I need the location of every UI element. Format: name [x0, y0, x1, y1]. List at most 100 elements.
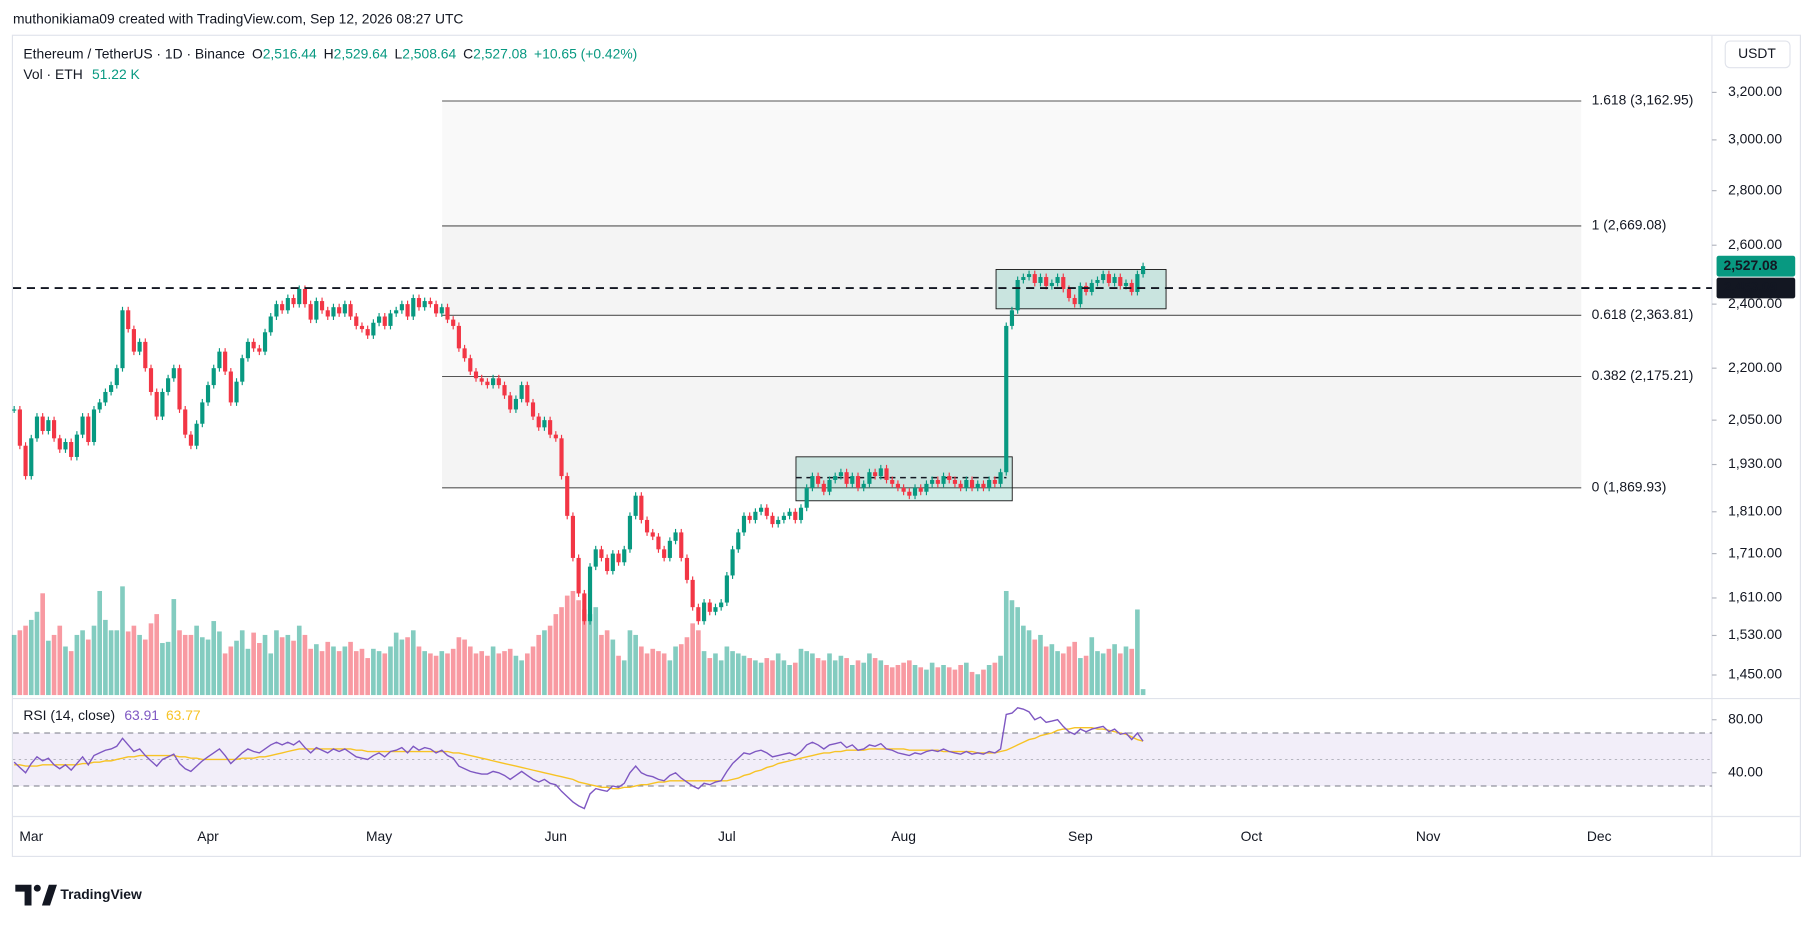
volume-bar	[1078, 658, 1083, 696]
volume-bar	[1072, 641, 1077, 696]
volume-bar	[678, 644, 684, 696]
volume-bar	[28, 619, 34, 696]
candle-body	[764, 507, 769, 516]
volume-bar	[770, 660, 775, 696]
volume-bar	[718, 660, 724, 696]
candle-body	[1089, 282, 1094, 292]
volume-bar	[792, 662, 798, 696]
candle-body	[69, 442, 74, 457]
candle-body	[901, 487, 906, 492]
y-tick-label: 1,930.00	[1728, 455, 1782, 471]
candle-body	[622, 549, 627, 563]
volume-bar	[878, 660, 884, 696]
volume-bar	[918, 667, 924, 696]
candle-body	[576, 557, 581, 594]
volume-bar	[114, 630, 120, 696]
source-line: muthonikiama09 created with TradingView.…	[13, 10, 463, 26]
candle-body	[342, 304, 347, 314]
candle-body	[434, 304, 439, 314]
volume-bar	[188, 634, 194, 696]
y-tick-label: 2,800.00	[1728, 181, 1782, 197]
volume-bar	[17, 630, 23, 696]
volume-bar	[410, 630, 416, 696]
candle-body	[171, 368, 176, 379]
candle-body	[314, 301, 319, 320]
candle-body	[1106, 274, 1111, 283]
fib-band	[442, 225, 1582, 316]
candle-body	[29, 438, 34, 477]
candle-body	[23, 445, 28, 477]
volume-bar	[422, 651, 427, 696]
volume-bar	[1038, 634, 1043, 696]
candle-body	[605, 557, 610, 572]
x-tick-label: Dec	[1587, 828, 1612, 844]
candle-body	[86, 416, 91, 443]
candle-body	[912, 487, 918, 496]
volume-header: Vol · ETH 51.22 K	[23, 66, 140, 82]
volume-bar	[1112, 644, 1117, 696]
candle-body	[1112, 277, 1117, 283]
volume-bar	[838, 655, 844, 696]
candle-body	[262, 332, 268, 352]
candle-body	[878, 468, 883, 477]
volume-bar	[371, 648, 376, 696]
volume-bar	[314, 644, 319, 696]
volume-bar	[639, 646, 644, 696]
volume-bar	[587, 614, 593, 696]
volume-bar	[68, 651, 74, 696]
candle-body	[975, 483, 980, 488]
candle-body	[947, 476, 952, 480]
volume-bar	[268, 653, 274, 696]
volume-bar	[764, 658, 770, 696]
candle-body	[228, 371, 233, 403]
ohlc-key: L	[395, 45, 403, 61]
y-tick-label: 1,530.00	[1728, 626, 1782, 642]
x-tick-label: May	[366, 828, 392, 844]
currency-button[interactable]	[1724, 40, 1791, 69]
candle-body	[690, 579, 695, 608]
volume-bar	[291, 640, 296, 696]
candle-body	[331, 307, 336, 317]
volume-bar	[296, 625, 302, 696]
volume-bar	[1049, 644, 1055, 696]
candle-body	[291, 298, 296, 305]
candle-body	[148, 368, 154, 392]
fib-band	[442, 376, 1582, 488]
volume-bar	[1060, 653, 1066, 696]
fib-label: 0.618 (2,363.81)	[1592, 306, 1694, 322]
volume-bar	[730, 651, 735, 696]
candle-body	[981, 483, 986, 488]
volume-bar	[194, 625, 199, 696]
candle-body	[46, 420, 51, 431]
volume-bar	[467, 646, 473, 696]
volume-bar	[274, 630, 279, 696]
volume-bar	[1021, 625, 1026, 696]
candle-body	[1095, 279, 1100, 283]
candle-body	[97, 402, 102, 410]
currency-label[interactable]: USDT	[1738, 45, 1776, 61]
candle-body	[268, 316, 273, 333]
volume-bar	[929, 662, 935, 696]
volume-bar	[51, 634, 57, 696]
volume-bar	[872, 658, 878, 696]
volume-bar	[302, 634, 308, 696]
candle-body	[439, 307, 444, 314]
y-tick-label: 2,600.00	[1728, 236, 1782, 252]
brand-name: TradingView	[60, 886, 142, 902]
candle-body	[245, 341, 251, 359]
volume-bar	[781, 660, 787, 696]
candle-body	[40, 416, 45, 431]
axis-group: 1,450.00 1,530.00 1,610.00 1,710.00 1,810.00…	[13, 83, 1796, 844]
volume-bar	[46, 640, 51, 696]
price-tag-label: 2,527.08	[1724, 257, 1778, 273]
candle-body	[855, 476, 861, 488]
volume-bar	[171, 599, 177, 696]
volume-bar	[234, 640, 239, 696]
candle-body	[1009, 310, 1015, 326]
candle-body	[610, 553, 615, 572]
candle-body	[1129, 282, 1134, 292]
candle-body	[873, 472, 878, 477]
candle-body	[781, 515, 786, 520]
candle-body	[741, 515, 747, 533]
volume-bar	[1106, 648, 1112, 696]
